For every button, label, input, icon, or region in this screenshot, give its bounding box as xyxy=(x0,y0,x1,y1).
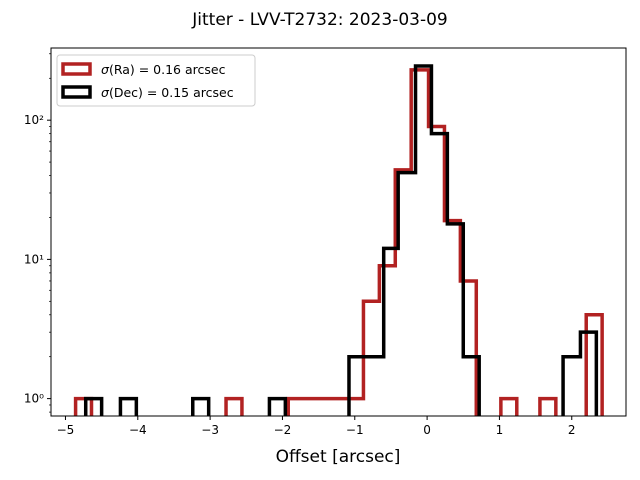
series-0-step xyxy=(73,68,604,416)
x-tick-label-3: −2 xyxy=(274,423,292,437)
y-tick-label-2: 10² xyxy=(24,113,44,127)
x-axis-label: Offset [arcsec] xyxy=(276,447,401,467)
series-0-bar-15 xyxy=(501,399,517,426)
legend-box xyxy=(56,54,256,107)
legend-sigma-1: σ xyxy=(101,85,110,100)
series-1-bar-10 xyxy=(384,248,398,426)
y-tick-label-0: 10⁰ xyxy=(24,392,44,406)
series-1-bar-2 xyxy=(120,399,136,426)
series-1-bar-14 xyxy=(447,224,463,426)
x-tick-label-7: 2 xyxy=(568,423,576,437)
legend-text-0: (Ra) = 0.16 arcsec xyxy=(109,62,226,77)
legend-text-1: (Dec) = 0.15 arcsec xyxy=(109,85,234,100)
series-1-bar-13 xyxy=(431,134,447,426)
series-layer xyxy=(73,64,604,426)
series-0-bar-3 xyxy=(226,399,242,426)
series-0-bar-5 xyxy=(288,399,304,426)
series-1-bar-18 xyxy=(580,332,596,426)
series-1-bar-0 xyxy=(86,399,102,426)
x-tick-label-4: −1 xyxy=(346,423,364,437)
series-1-bar-12 xyxy=(416,66,432,426)
x-tick-label-1: −4 xyxy=(129,423,147,437)
x-tick-label-5: 0 xyxy=(423,423,431,437)
axes-layer: −5 −4 −3 −2 −1 0 1 2 10⁰ 10¹ 10² xyxy=(24,47,627,437)
series-0-bar-17 xyxy=(540,399,556,426)
legend-swatch-1 xyxy=(61,85,92,99)
series-1-bar-4 xyxy=(193,399,209,426)
series-1-bar-6 xyxy=(269,399,285,426)
series-1-step xyxy=(83,64,599,416)
chart-title: Jitter - LVV-T2732: 2023-03-09 xyxy=(191,10,447,30)
x-tick-label-6: 1 xyxy=(496,423,504,437)
legend-swatch-0 xyxy=(61,62,92,76)
plot-frame xyxy=(50,47,627,417)
y-tick-label-1: 10¹ xyxy=(24,252,44,266)
x-tick-label-0: −5 xyxy=(57,423,75,437)
x-tick-label-2: −3 xyxy=(201,423,219,437)
legend-label-1: σ(Dec) = 0.15 arcsec xyxy=(101,85,234,100)
series-1-bar-11 xyxy=(398,173,415,426)
legend-sigma-0: σ xyxy=(101,62,110,77)
legend-label-0: σ(Ra) = 0.16 arcsec xyxy=(101,62,226,77)
